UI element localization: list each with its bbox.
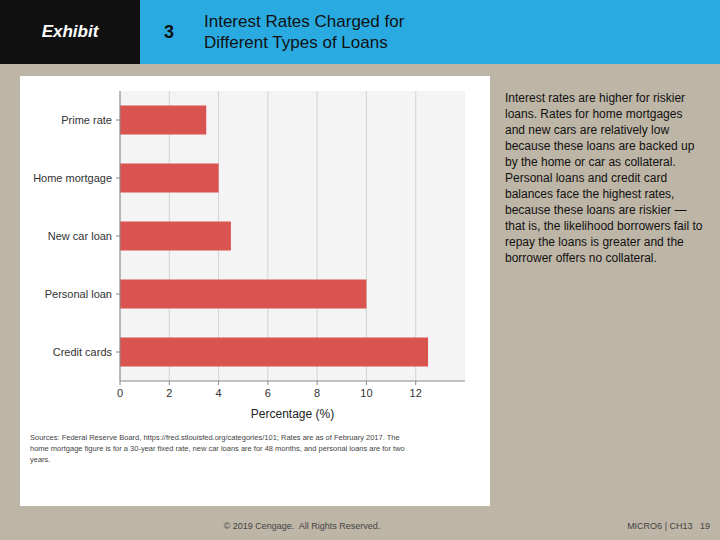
y-tick <box>116 236 120 237</box>
x-tick-label: 8 <box>314 387 320 399</box>
x-tick-label: 6 <box>265 387 271 399</box>
x-tick-label: 12 <box>410 387 422 399</box>
x-axis-line <box>120 381 465 382</box>
side-note: Interest rates are higher for riskier lo… <box>505 90 705 266</box>
grid-line <box>120 91 121 381</box>
y-tick <box>116 178 120 179</box>
x-tick-label: 0 <box>117 387 123 399</box>
footer: © 2019 Cengage. All Rights Reserved. MICR… <box>0 512 720 540</box>
bar <box>120 222 231 251</box>
bar <box>120 106 206 135</box>
x-tick <box>267 381 268 385</box>
source-note: Sources: Federal Reserve Board, https://… <box>30 432 482 465</box>
exhibit-label: Exhibit <box>0 0 140 64</box>
exhibit-number: 3 <box>164 0 174 64</box>
title: Interest Rates Charged for Different Typ… <box>204 0 404 64</box>
x-tick <box>415 381 416 385</box>
bar <box>120 338 428 367</box>
plot-area <box>120 91 465 381</box>
x-tick-label: 2 <box>166 387 172 399</box>
bar <box>120 164 219 193</box>
chart-panel: 0 2 4 6 8 10 12 Credit cards Personal loan New ca… <box>20 76 490 506</box>
chart: 0 2 4 6 8 10 12 Credit cards Personal loan New ca… <box>20 76 490 426</box>
y-tick-label: New car loan <box>48 230 112 242</box>
y-tick <box>116 294 120 295</box>
x-tick <box>317 381 318 385</box>
y-tick-label: Prime rate <box>61 114 112 126</box>
footer-text: © 2019 Cengage. All Rights Reserved. <box>224 512 381 540</box>
x-tick <box>218 381 219 385</box>
x-axis-label: Percentage (%) <box>251 407 334 421</box>
x-tick-label: 4 <box>216 387 222 399</box>
header-bar: 3 Interest Rates Charged for Different Ty… <box>140 0 720 64</box>
bars <box>120 106 428 367</box>
footer-right: MICRO6 | CH13 19 <box>627 512 710 540</box>
bar <box>120 280 366 309</box>
x-tick-label: 10 <box>360 387 372 399</box>
y-axis-line <box>120 91 121 381</box>
x-tick <box>120 381 121 385</box>
y-tick-label: Home mortgage <box>33 172 112 184</box>
y-tick-label: Credit cards <box>53 346 113 358</box>
x-tick <box>169 381 170 385</box>
x-tick <box>366 381 367 385</box>
y-tick <box>116 352 120 353</box>
y-tick <box>116 120 120 121</box>
y-tick-label: Personal loan <box>45 288 112 300</box>
